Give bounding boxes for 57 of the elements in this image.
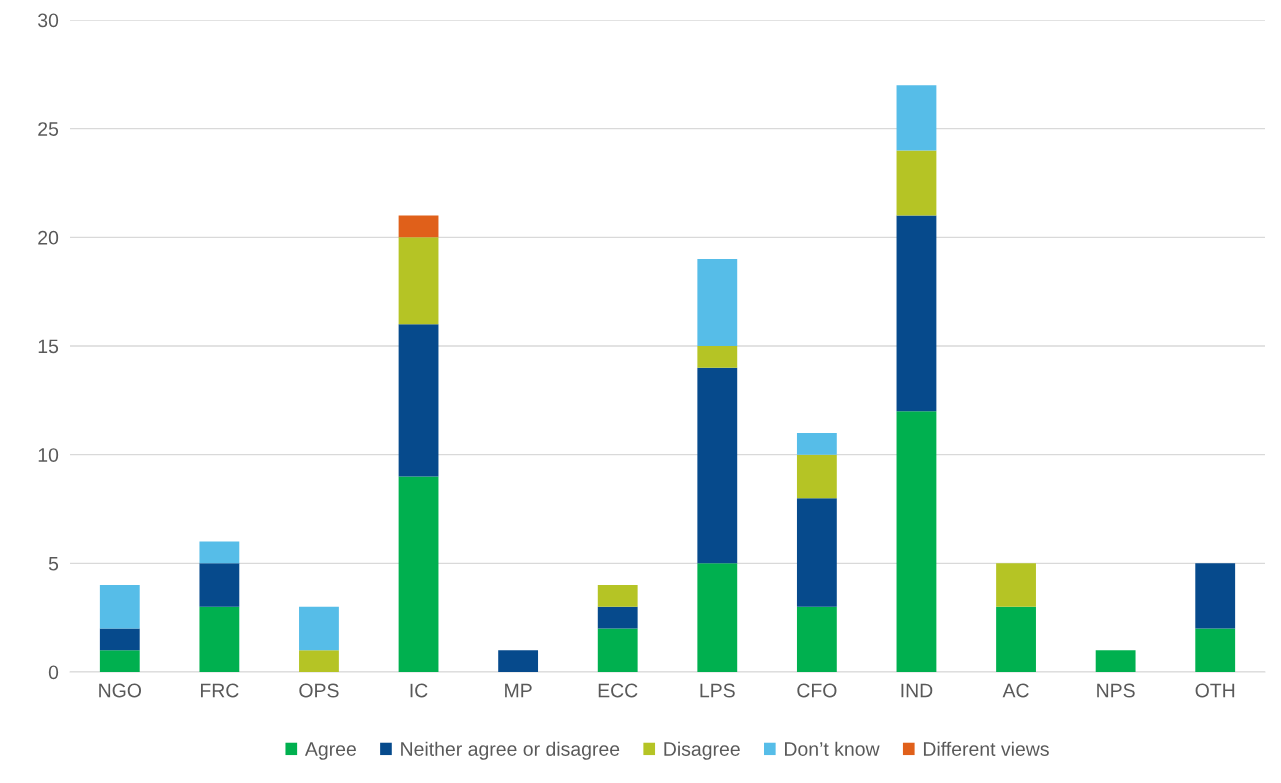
x-tick-label: IC bbox=[410, 683, 428, 698]
bar bbox=[896, 150, 937, 216]
bar bbox=[99, 650, 140, 672]
x-tick-label: OPS bbox=[299, 683, 339, 698]
bar bbox=[99, 628, 140, 651]
x-tick-label: NGO bbox=[99, 683, 142, 698]
legend-label: Don’t know bbox=[785, 741, 880, 756]
bar bbox=[597, 628, 638, 672]
y-tick-label: 5 bbox=[48, 557, 59, 571]
bar bbox=[597, 585, 638, 607]
bar bbox=[299, 650, 339, 672]
bar bbox=[99, 585, 140, 629]
bar bbox=[398, 476, 439, 672]
x-tick-label: MP bbox=[505, 683, 532, 698]
y-tick-label: 15 bbox=[38, 339, 59, 354]
bar bbox=[996, 606, 1036, 672]
bar bbox=[1095, 650, 1136, 672]
legend-label: Disagree bbox=[664, 741, 740, 760]
legend-label: Agree bbox=[304, 742, 356, 760]
bar bbox=[597, 606, 638, 629]
legend-label: Different views bbox=[923, 741, 1049, 756]
bar bbox=[398, 324, 439, 477]
x-tick-label: LPS bbox=[700, 683, 735, 698]
bar bbox=[796, 498, 837, 607]
bar bbox=[498, 650, 539, 672]
y-tick-label: 0 bbox=[48, 665, 59, 680]
bar bbox=[697, 367, 738, 564]
y-tick-label: 20 bbox=[38, 230, 59, 245]
x-tick-label: ECC bbox=[598, 683, 638, 698]
x-tick-label: IND bbox=[901, 683, 933, 698]
bar bbox=[896, 85, 937, 151]
bar bbox=[896, 215, 937, 412]
bar bbox=[996, 563, 1036, 607]
y-tick-label: 25 bbox=[38, 122, 59, 136]
y-tick-label: 10 bbox=[38, 448, 59, 462]
bar bbox=[796, 606, 837, 672]
x-tick-label: AC bbox=[1002, 683, 1029, 698]
bar bbox=[697, 346, 738, 368]
bar bbox=[1195, 563, 1236, 629]
bar bbox=[398, 215, 439, 238]
legend-label: Neither agree or disagree bbox=[401, 741, 620, 760]
x-tick-label: CFO bbox=[797, 683, 837, 698]
bar bbox=[199, 541, 240, 564]
y-tick-label: 30 bbox=[38, 13, 59, 28]
bar bbox=[299, 606, 339, 651]
bar bbox=[697, 259, 738, 346]
bar bbox=[398, 237, 439, 325]
x-tick-label: NPS bbox=[1097, 683, 1135, 698]
x-tick-label: OTH bbox=[1195, 683, 1235, 698]
bar bbox=[896, 411, 937, 672]
x-tick-label: FRC bbox=[200, 683, 239, 698]
bar bbox=[697, 563, 738, 672]
bar bbox=[199, 563, 240, 607]
bar bbox=[796, 432, 837, 455]
bar bbox=[1195, 628, 1236, 672]
bar bbox=[199, 606, 240, 672]
bar bbox=[796, 454, 837, 499]
